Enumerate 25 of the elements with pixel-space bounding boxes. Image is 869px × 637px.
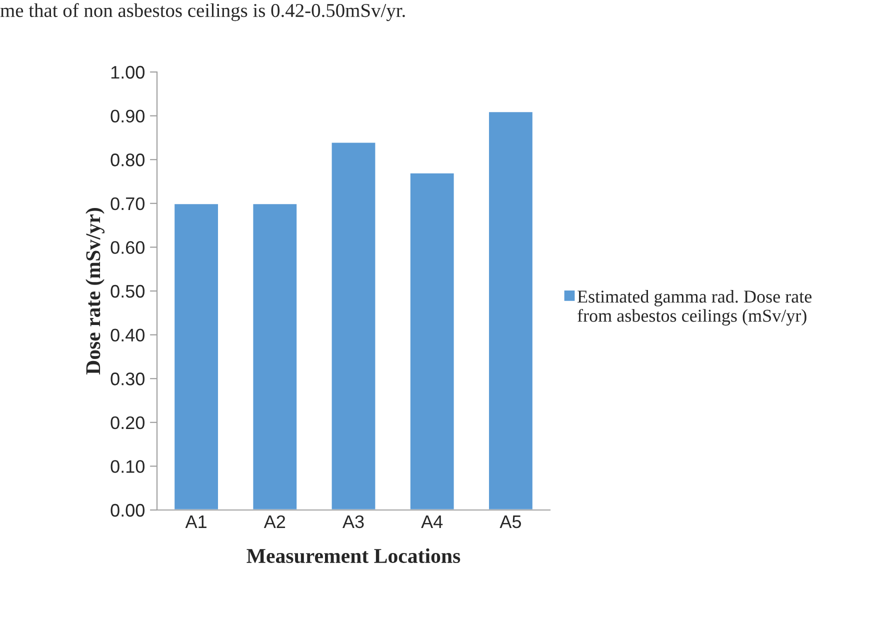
y-tick-label: 0.10 [110, 460, 144, 473]
y-tick-label: 0.70 [110, 197, 144, 210]
bar [252, 202, 298, 510]
y-tick-label: 0.00 [110, 504, 144, 517]
y-tick-label: 0.50 [110, 284, 144, 298]
y-tick-label: 0.20 [110, 416, 144, 430]
x-tick-label: A2 [264, 515, 286, 528]
x-tick-label: A3 [342, 515, 364, 528]
legend-label: Estimated gamma rad. Dose rate from asbestos ceilings (mSv/yr) [578, 290, 812, 326]
y-tick-label: 0.80 [110, 154, 144, 166]
y-tick-label: 1.00 [111, 66, 144, 79]
bar [173, 202, 220, 510]
y-axis-title: Dose rate (mSv/yr) [86, 208, 104, 375]
x-tick-label: A4 [421, 516, 443, 528]
x-axis-title: Measurement Locations [246, 548, 460, 564]
x-tick-label: A5 [500, 516, 521, 528]
text: me that of non asbestos ceilings is 0.42-0.50mSv/yr. [0, 3, 405, 22]
y-tick-label: 0.30 [110, 372, 144, 386]
bar [330, 141, 377, 510]
x-tick-label: A1 [185, 516, 206, 528]
y-tick-label: 0.40 [110, 328, 144, 342]
bar [409, 172, 456, 510]
bar [488, 110, 534, 510]
y-tick-label: 0.90 [110, 110, 144, 123]
y-tick-label: 0.60 [110, 241, 144, 254]
